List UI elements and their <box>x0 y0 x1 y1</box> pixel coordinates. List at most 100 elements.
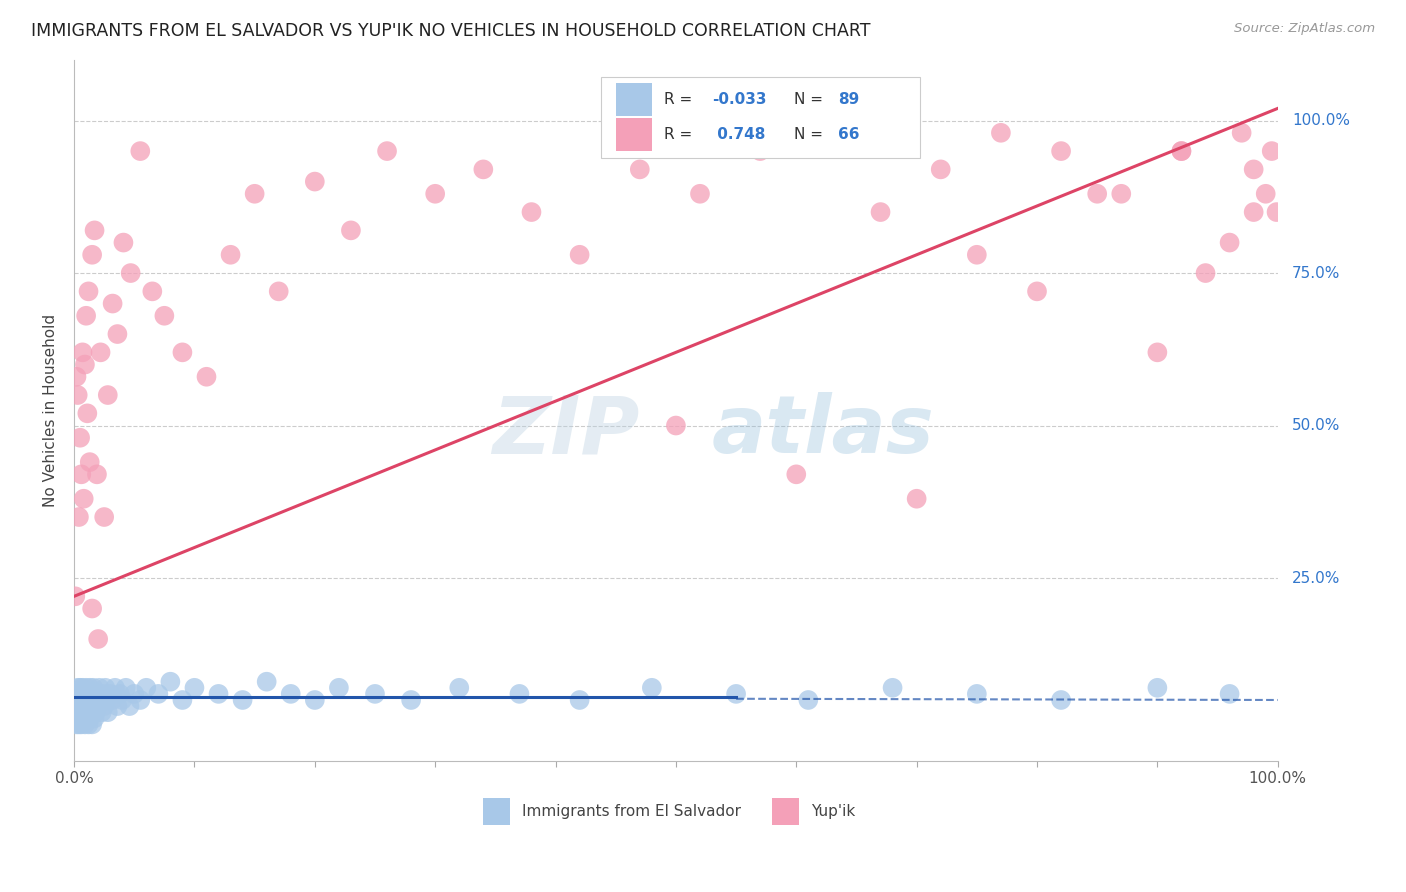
Point <box>232 693 254 707</box>
Point <box>65 705 87 719</box>
Point <box>375 144 398 158</box>
Point <box>628 162 651 177</box>
Point <box>115 681 138 695</box>
Point <box>135 681 157 695</box>
FancyBboxPatch shape <box>602 77 921 158</box>
Point <box>1219 687 1241 701</box>
Point <box>243 186 266 201</box>
Text: 75.0%: 75.0% <box>1292 266 1340 281</box>
Point <box>1026 285 1049 299</box>
Text: Immigrants from El Salvador: Immigrants from El Salvador <box>522 804 741 819</box>
Bar <box>772 798 799 825</box>
Text: 50.0%: 50.0% <box>1292 418 1340 433</box>
Point <box>749 144 772 158</box>
Point <box>94 681 117 695</box>
Point <box>808 126 831 140</box>
Point <box>129 693 152 707</box>
Point <box>98 687 121 701</box>
Point <box>118 699 141 714</box>
Point <box>82 687 104 701</box>
Point <box>129 144 152 158</box>
Point <box>399 693 422 707</box>
Point <box>67 705 90 719</box>
Point <box>80 693 103 707</box>
Point <box>568 693 591 707</box>
Point <box>67 510 90 524</box>
Point <box>449 681 471 695</box>
Text: -0.033: -0.033 <box>711 92 766 107</box>
Point <box>1146 345 1168 359</box>
Point <box>112 235 135 250</box>
Point <box>84 705 107 719</box>
Point <box>66 693 89 707</box>
Bar <box>484 798 510 825</box>
Point <box>905 491 928 506</box>
Point <box>67 687 90 701</box>
Point <box>280 687 302 701</box>
Point <box>83 711 105 725</box>
Point <box>82 717 104 731</box>
Point <box>70 717 93 731</box>
Point <box>75 693 97 707</box>
Point <box>141 285 163 299</box>
Point <box>72 711 94 725</box>
Text: atlas: atlas <box>711 392 935 470</box>
Point <box>72 699 94 714</box>
Point <box>93 699 115 714</box>
Point <box>66 711 89 725</box>
Point <box>108 687 131 701</box>
Point <box>207 687 229 701</box>
Point <box>104 681 127 695</box>
Point <box>96 693 118 707</box>
Point <box>256 674 278 689</box>
Point <box>93 510 115 524</box>
Point <box>219 248 242 262</box>
Point <box>80 705 103 719</box>
Y-axis label: No Vehicles in Household: No Vehicles in Household <box>44 314 58 507</box>
Point <box>65 693 87 707</box>
Point <box>69 431 91 445</box>
Point <box>87 699 110 714</box>
Point <box>1109 186 1132 201</box>
Point <box>107 699 129 714</box>
Point <box>148 687 170 701</box>
Point <box>568 248 591 262</box>
Point <box>101 296 124 310</box>
Point <box>77 699 100 714</box>
Point <box>990 126 1012 140</box>
Point <box>65 711 87 725</box>
Point <box>82 248 104 262</box>
Point <box>689 186 711 201</box>
Point <box>79 681 101 695</box>
Text: 0.748: 0.748 <box>711 128 765 142</box>
Text: IMMIGRANTS FROM EL SALVADOR VS YUP'IK NO VEHICLES IN HOUSEHOLD CORRELATION CHART: IMMIGRANTS FROM EL SALVADOR VS YUP'IK NO… <box>31 22 870 40</box>
Point <box>77 285 100 299</box>
Point <box>1243 205 1265 219</box>
Point <box>120 266 142 280</box>
Point <box>1170 144 1192 158</box>
Point <box>76 406 98 420</box>
Point <box>159 674 181 689</box>
Point <box>72 345 94 359</box>
Point <box>1254 186 1277 201</box>
Point <box>508 687 530 701</box>
Point <box>73 687 96 701</box>
Point <box>73 491 96 506</box>
Point <box>65 590 87 604</box>
Point <box>90 345 112 359</box>
Point <box>69 681 91 695</box>
Point <box>87 632 110 646</box>
Point <box>82 601 104 615</box>
Point <box>65 687 87 701</box>
Point <box>1243 162 1265 177</box>
Point <box>1050 144 1073 158</box>
Point <box>76 705 98 719</box>
Text: 66: 66 <box>838 128 860 142</box>
Text: ZIP: ZIP <box>492 392 640 470</box>
Point <box>67 717 90 731</box>
Point <box>73 717 96 731</box>
Point <box>929 162 952 177</box>
Point <box>86 687 108 701</box>
Point <box>1260 144 1282 158</box>
Point <box>70 687 93 701</box>
